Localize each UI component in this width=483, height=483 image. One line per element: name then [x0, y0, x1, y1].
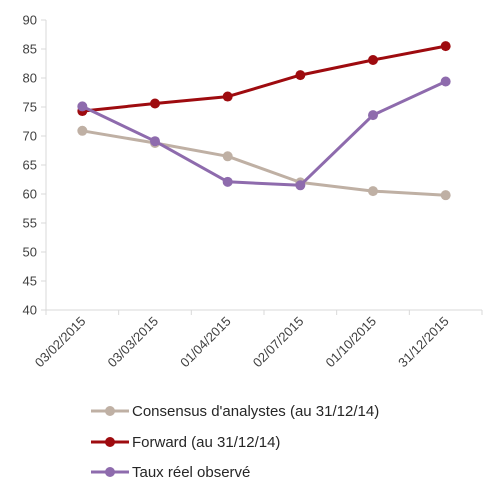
data-point	[440, 190, 451, 201]
series-2	[77, 76, 451, 191]
data-point	[368, 55, 378, 66]
data-point	[222, 151, 233, 162]
data-point	[222, 176, 233, 187]
legend-label: Taux réel observé	[132, 464, 250, 481]
y-tick-label: 60	[23, 187, 37, 202]
legend-swatch-marker	[105, 467, 115, 477]
x-axis: 03/02/2015 03/03/2015 01/04/2015 02/07/2015…	[32, 309, 483, 371]
series-line	[80, 44, 448, 113]
y-tick-label: 70	[23, 129, 37, 144]
data-point	[440, 76, 451, 87]
data-point	[150, 98, 160, 109]
data-point	[368, 110, 378, 121]
y-axis: 40 45 50 55 60 65 70 75 80 85 90	[23, 13, 47, 318]
legend-swatch-marker	[105, 437, 115, 447]
data-point	[77, 101, 88, 112]
data-point	[368, 186, 378, 197]
data-point	[150, 136, 160, 147]
x-tick-label: 02/07/2015	[250, 314, 307, 371]
legend-label: Consensus d'analystes (au 31/12/14)	[132, 403, 379, 420]
y-tick-label: 55	[23, 216, 37, 231]
y-tick-label: 90	[23, 13, 37, 28]
x-tick-label: 01/04/2015	[177, 314, 234, 371]
y-tick-label: 65	[23, 158, 37, 173]
series-line	[80, 80, 448, 187]
data-point	[222, 91, 233, 102]
data-point	[295, 70, 306, 81]
legend-swatch-marker	[105, 406, 115, 416]
data-point	[77, 125, 88, 136]
legend-item: Consensus d'analystes (au 31/12/14)	[91, 403, 379, 420]
data-point	[295, 180, 306, 191]
y-tick-label: 45	[23, 274, 37, 289]
x-tick-label: 03/02/2015	[32, 314, 89, 371]
x-tick-label: 01/10/2015	[322, 314, 379, 371]
series-line	[80, 129, 448, 197]
data-point	[440, 41, 451, 52]
legend: Consensus d'analystes (au 31/12/14) Forwa…	[91, 403, 379, 481]
legend-item: Taux réel observé	[91, 464, 250, 481]
y-tick-label: 40	[23, 303, 37, 318]
series-layer	[77, 41, 451, 201]
y-tick-label: 50	[23, 245, 37, 260]
y-tick-label: 85	[23, 42, 37, 57]
series-0	[77, 125, 451, 201]
legend-label: Forward (au 31/12/14)	[132, 434, 280, 451]
legend-item: Forward (au 31/12/14)	[91, 434, 280, 451]
y-tick-label: 75	[23, 100, 37, 115]
x-tick-label: 03/03/2015	[104, 314, 161, 371]
y-tick-label: 80	[23, 71, 37, 86]
x-tick-label: 31/12/2015	[395, 314, 452, 371]
